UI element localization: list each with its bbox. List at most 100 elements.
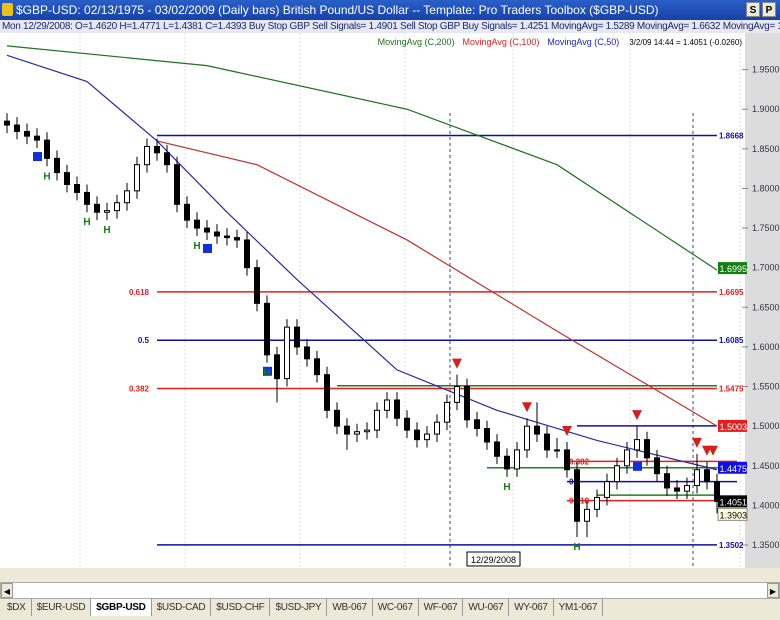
- tab-ym1-067[interactable]: YM1-067: [554, 599, 604, 616]
- tab-wf-067[interactable]: WF-067: [419, 599, 464, 616]
- y-tick-label: 1.8000: [752, 183, 780, 193]
- tab-wb-067[interactable]: WB-067: [327, 599, 373, 616]
- level-label: 1.5475: [719, 385, 744, 394]
- h-signal-icon: H: [103, 225, 110, 236]
- moving-average-line: [6, 45, 718, 271]
- candle-body: [664, 473, 670, 489]
- candle-body: [364, 429, 370, 433]
- candle-body: [524, 425, 530, 451]
- tab-usd-cad[interactable]: $USD-CAD: [152, 599, 212, 616]
- candle-body: [114, 202, 120, 212]
- candle-body: [284, 326, 290, 380]
- candle-body: [374, 409, 380, 431]
- h-signal-icon: H: [503, 482, 510, 493]
- candle-body: [184, 203, 190, 221]
- tab-wy-067[interactable]: WY-067: [509, 599, 554, 616]
- candle-body: [494, 441, 500, 457]
- level-label: 1.6085: [719, 336, 744, 345]
- candle-body: [684, 485, 690, 492]
- candle-body: [394, 399, 400, 419]
- y-tick-label: 1.9500: [752, 65, 780, 75]
- candle-body: [4, 120, 10, 126]
- candle-body: [534, 425, 540, 435]
- candle-body: [694, 469, 700, 487]
- s-button[interactable]: S: [746, 2, 760, 17]
- fib-ratio-label: 0.382: [129, 385, 150, 394]
- sell-signal-arrow-icon: [632, 410, 642, 421]
- y-tick-label: 1.6500: [752, 302, 780, 312]
- candle-body: [124, 190, 130, 204]
- candle-body: [704, 469, 710, 483]
- tab-usd-chf[interactable]: $USD-CHF: [211, 599, 271, 616]
- tab-usd-jpy[interactable]: $USD-JPY: [270, 599, 328, 616]
- price-badge: [718, 495, 747, 508]
- candle-body: [84, 191, 90, 205]
- horizontal-scrollbar[interactable]: ◀ ▶: [0, 582, 780, 599]
- moving-average-line: [6, 54, 718, 471]
- p-button[interactable]: P: [762, 2, 776, 17]
- candle-body: [414, 429, 420, 441]
- buy-stop-marker-icon: [633, 461, 642, 471]
- candle-body: [244, 239, 250, 269]
- sell-signal-arrow-icon: [562, 426, 572, 436]
- cursor-date-box: [466, 551, 521, 567]
- level-label: 1.6695: [719, 288, 744, 297]
- fib-ratio-label: 0.5: [138, 336, 150, 345]
- candle-body: [464, 386, 470, 421]
- candle-body: [564, 449, 570, 471]
- price-badge-label: 1.4475: [720, 464, 748, 474]
- candle-body: [204, 227, 210, 233]
- candle-body: [234, 237, 240, 241]
- candle-body: [514, 449, 520, 470]
- price-chart[interactable]: Sep-08Oct-08Nov-08Dec-08Jan-09Feb-09Mar-…: [0, 33, 780, 568]
- tab-wu-067[interactable]: WU-067: [463, 599, 510, 616]
- candle-body: [94, 203, 100, 213]
- price-badge-label: 1.6995: [720, 264, 748, 274]
- y-tick-label: 1.3500: [752, 540, 780, 550]
- h-signal-icon: H: [573, 542, 580, 553]
- candle-body: [584, 508, 590, 522]
- y-tick-label: 1.5500: [752, 382, 780, 392]
- candle-body: [74, 184, 80, 193]
- candle-body: [174, 164, 180, 205]
- candle-body: [54, 157, 60, 174]
- candle-body: [254, 267, 260, 304]
- candle-body: [594, 496, 600, 510]
- h-signal-icon: H: [83, 217, 90, 228]
- candle-body: [164, 152, 170, 166]
- scroll-left-icon[interactable]: ◀: [1, 583, 13, 598]
- scroll-right-icon[interactable]: ▶: [767, 583, 779, 598]
- sell-signal-arrow-icon: [708, 445, 718, 456]
- y-tick-label: 1.8500: [752, 144, 780, 154]
- h-signal-icon: H: [43, 171, 50, 182]
- tab-gbp-usd[interactable]: $GBP-USD: [91, 599, 152, 616]
- last-quote: 3/2/09 14:44 = 1.4051 (-0.0260): [629, 38, 742, 47]
- candle-body: [264, 302, 270, 356]
- y-tick-label: 1.4000: [752, 500, 780, 510]
- candle-body: [274, 354, 280, 380]
- candle-body: [154, 145, 160, 154]
- candle-body: [504, 455, 510, 470]
- y-tick-label: 1.7000: [752, 263, 780, 273]
- candle-body: [144, 145, 150, 166]
- y-tick-label: 1.6000: [752, 342, 780, 352]
- candle-body: [344, 425, 350, 435]
- candle-body: [644, 439, 650, 459]
- app-logo-icon: [2, 3, 13, 16]
- tab-wc-067[interactable]: WC-067: [373, 599, 419, 616]
- candle-body: [604, 481, 610, 498]
- candle-body: [44, 139, 50, 159]
- legend-item: MovingAvg (C,100): [462, 37, 539, 47]
- candle-body: [24, 130, 30, 137]
- tab-dx[interactable]: $DX: [2, 599, 32, 616]
- candle-body: [294, 326, 300, 348]
- tab-eur-usd[interactable]: $EUR-USD: [32, 599, 92, 616]
- cursor-date: 12/29/2008: [471, 555, 516, 565]
- price-badge-label: 1.3903: [720, 510, 748, 520]
- candle-body: [544, 433, 550, 451]
- candle-body: [424, 433, 430, 441]
- price-badge-label: 1.4051: [720, 497, 748, 507]
- data-readout: Mon 12/29/2008: O=1.4620 H=1.4771 L=1.43…: [0, 20, 780, 33]
- candle-body: [474, 419, 480, 430]
- candle-body: [614, 465, 620, 483]
